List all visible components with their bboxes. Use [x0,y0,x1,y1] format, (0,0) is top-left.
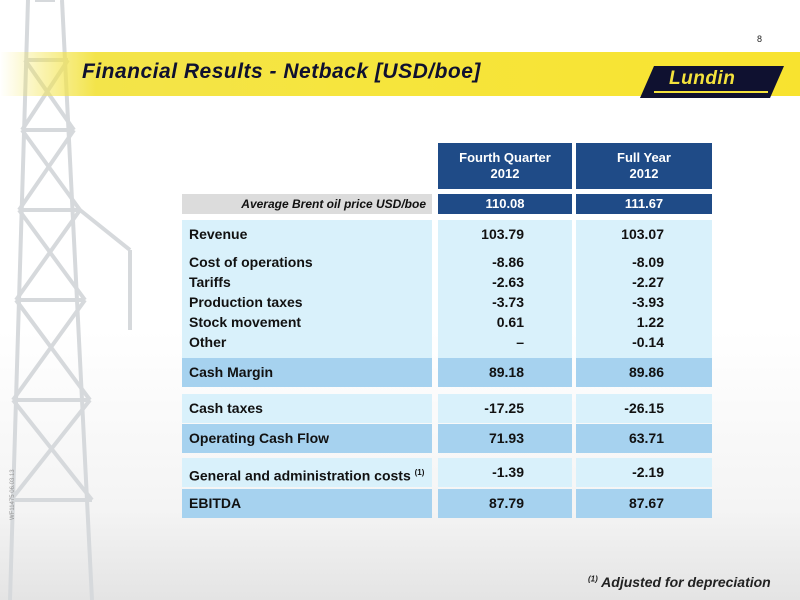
revenue-value-q4: 103.79 [481,226,524,242]
revenue-costs-q4-block [438,220,572,358]
cost-label-other: Other [189,334,227,350]
logo-text: Lundin [669,68,736,89]
cost-label-operations: Cost of operations [189,254,313,270]
cost-label-stock-movement: Stock movement [189,314,302,330]
document-code: WF11475 06.03.13 [10,469,16,520]
page-title: Financial Results - Netback [USD/boe] [82,60,481,83]
column-header-q4: Fourth Quarter 2012 [438,143,572,189]
operating-cash-flow-label: Operating Cash Flow [182,424,432,453]
lundin-logo [640,66,784,98]
cash-taxes-value-q4: -17.25 [438,394,572,423]
revenue-costs-fy-block [576,220,712,358]
footnote: (1) Adjusted for depreciation [588,574,771,590]
oil-derrick-illustration [8,0,132,600]
cost-fy-operations: -8.09 [632,254,664,270]
g-and-a-label-text: General and administration costs [189,467,411,484]
g-and-a-value-fy: -2.19 [576,458,712,487]
column-header-q4-line1: Fourth Quarter [459,150,551,165]
cost-fy-tariffs: -2.27 [632,274,664,290]
brent-value-fy: 111.67 [576,194,712,214]
column-header-q4-line2: 2012 [490,166,520,181]
column-header-fy: Full Year 2012 [576,143,712,189]
cash-taxes-label: Cash taxes [182,394,432,423]
cash-taxes-value-fy: -26.15 [576,394,712,423]
revenue-costs-label-block [182,220,432,358]
brent-value-q4: 110.08 [438,194,572,214]
cost-fy-production-taxes: -3.93 [632,294,664,310]
cost-q4-stock-movement: 0.61 [496,314,524,330]
cost-fy-other: -0.14 [632,334,664,350]
g-and-a-footnote-ref: (1) [414,468,425,477]
footnote-text: Adjusted for depreciation [601,574,771,590]
column-header-fy-line2: 2012 [629,166,659,181]
operating-cash-flow-value-q4: 71.93 [438,424,572,453]
page-number: 8 [757,34,763,44]
ebitda-value-q4: 87.79 [438,489,572,518]
g-and-a-label: General and administration costs (1) [182,458,432,487]
cost-q4-operations: -8.86 [492,254,524,270]
cost-q4-production-taxes: -3.73 [492,294,524,310]
cash-margin-label: Cash Margin [182,358,432,387]
revenue-label: Revenue [189,226,248,242]
cash-margin-value-fy: 89.86 [576,358,712,387]
ebitda-value-fy: 87.67 [576,489,712,518]
cost-q4-tariffs: -2.63 [492,274,524,290]
cost-fy-stock-movement: 1.22 [636,314,664,330]
revenue-value-fy: 103.07 [621,226,664,242]
cost-q4-other: – [516,334,524,350]
g-and-a-value-q4: -1.39 [438,458,572,487]
brent-label: Average Brent oil price USD/boe [182,194,432,214]
cost-values-fy: -8.09 -2.27 -3.93 1.22 -0.14 [576,252,664,352]
cost-label-tariffs: Tariffs [189,274,231,290]
operating-cash-flow-value-fy: 63.71 [576,424,712,453]
cash-margin-value-q4: 89.18 [438,358,572,387]
footnote-ref: (1) [588,574,598,584]
column-header-fy-line1: Full Year [617,150,671,165]
ebitda-label: EBITDA [182,489,432,518]
cost-items-labels: Cost of operations Tariffs Production ta… [182,252,313,352]
cost-label-production-taxes: Production taxes [189,294,303,310]
cost-values-q4: -8.86 -2.63 -3.73 0.61 – [438,252,524,352]
